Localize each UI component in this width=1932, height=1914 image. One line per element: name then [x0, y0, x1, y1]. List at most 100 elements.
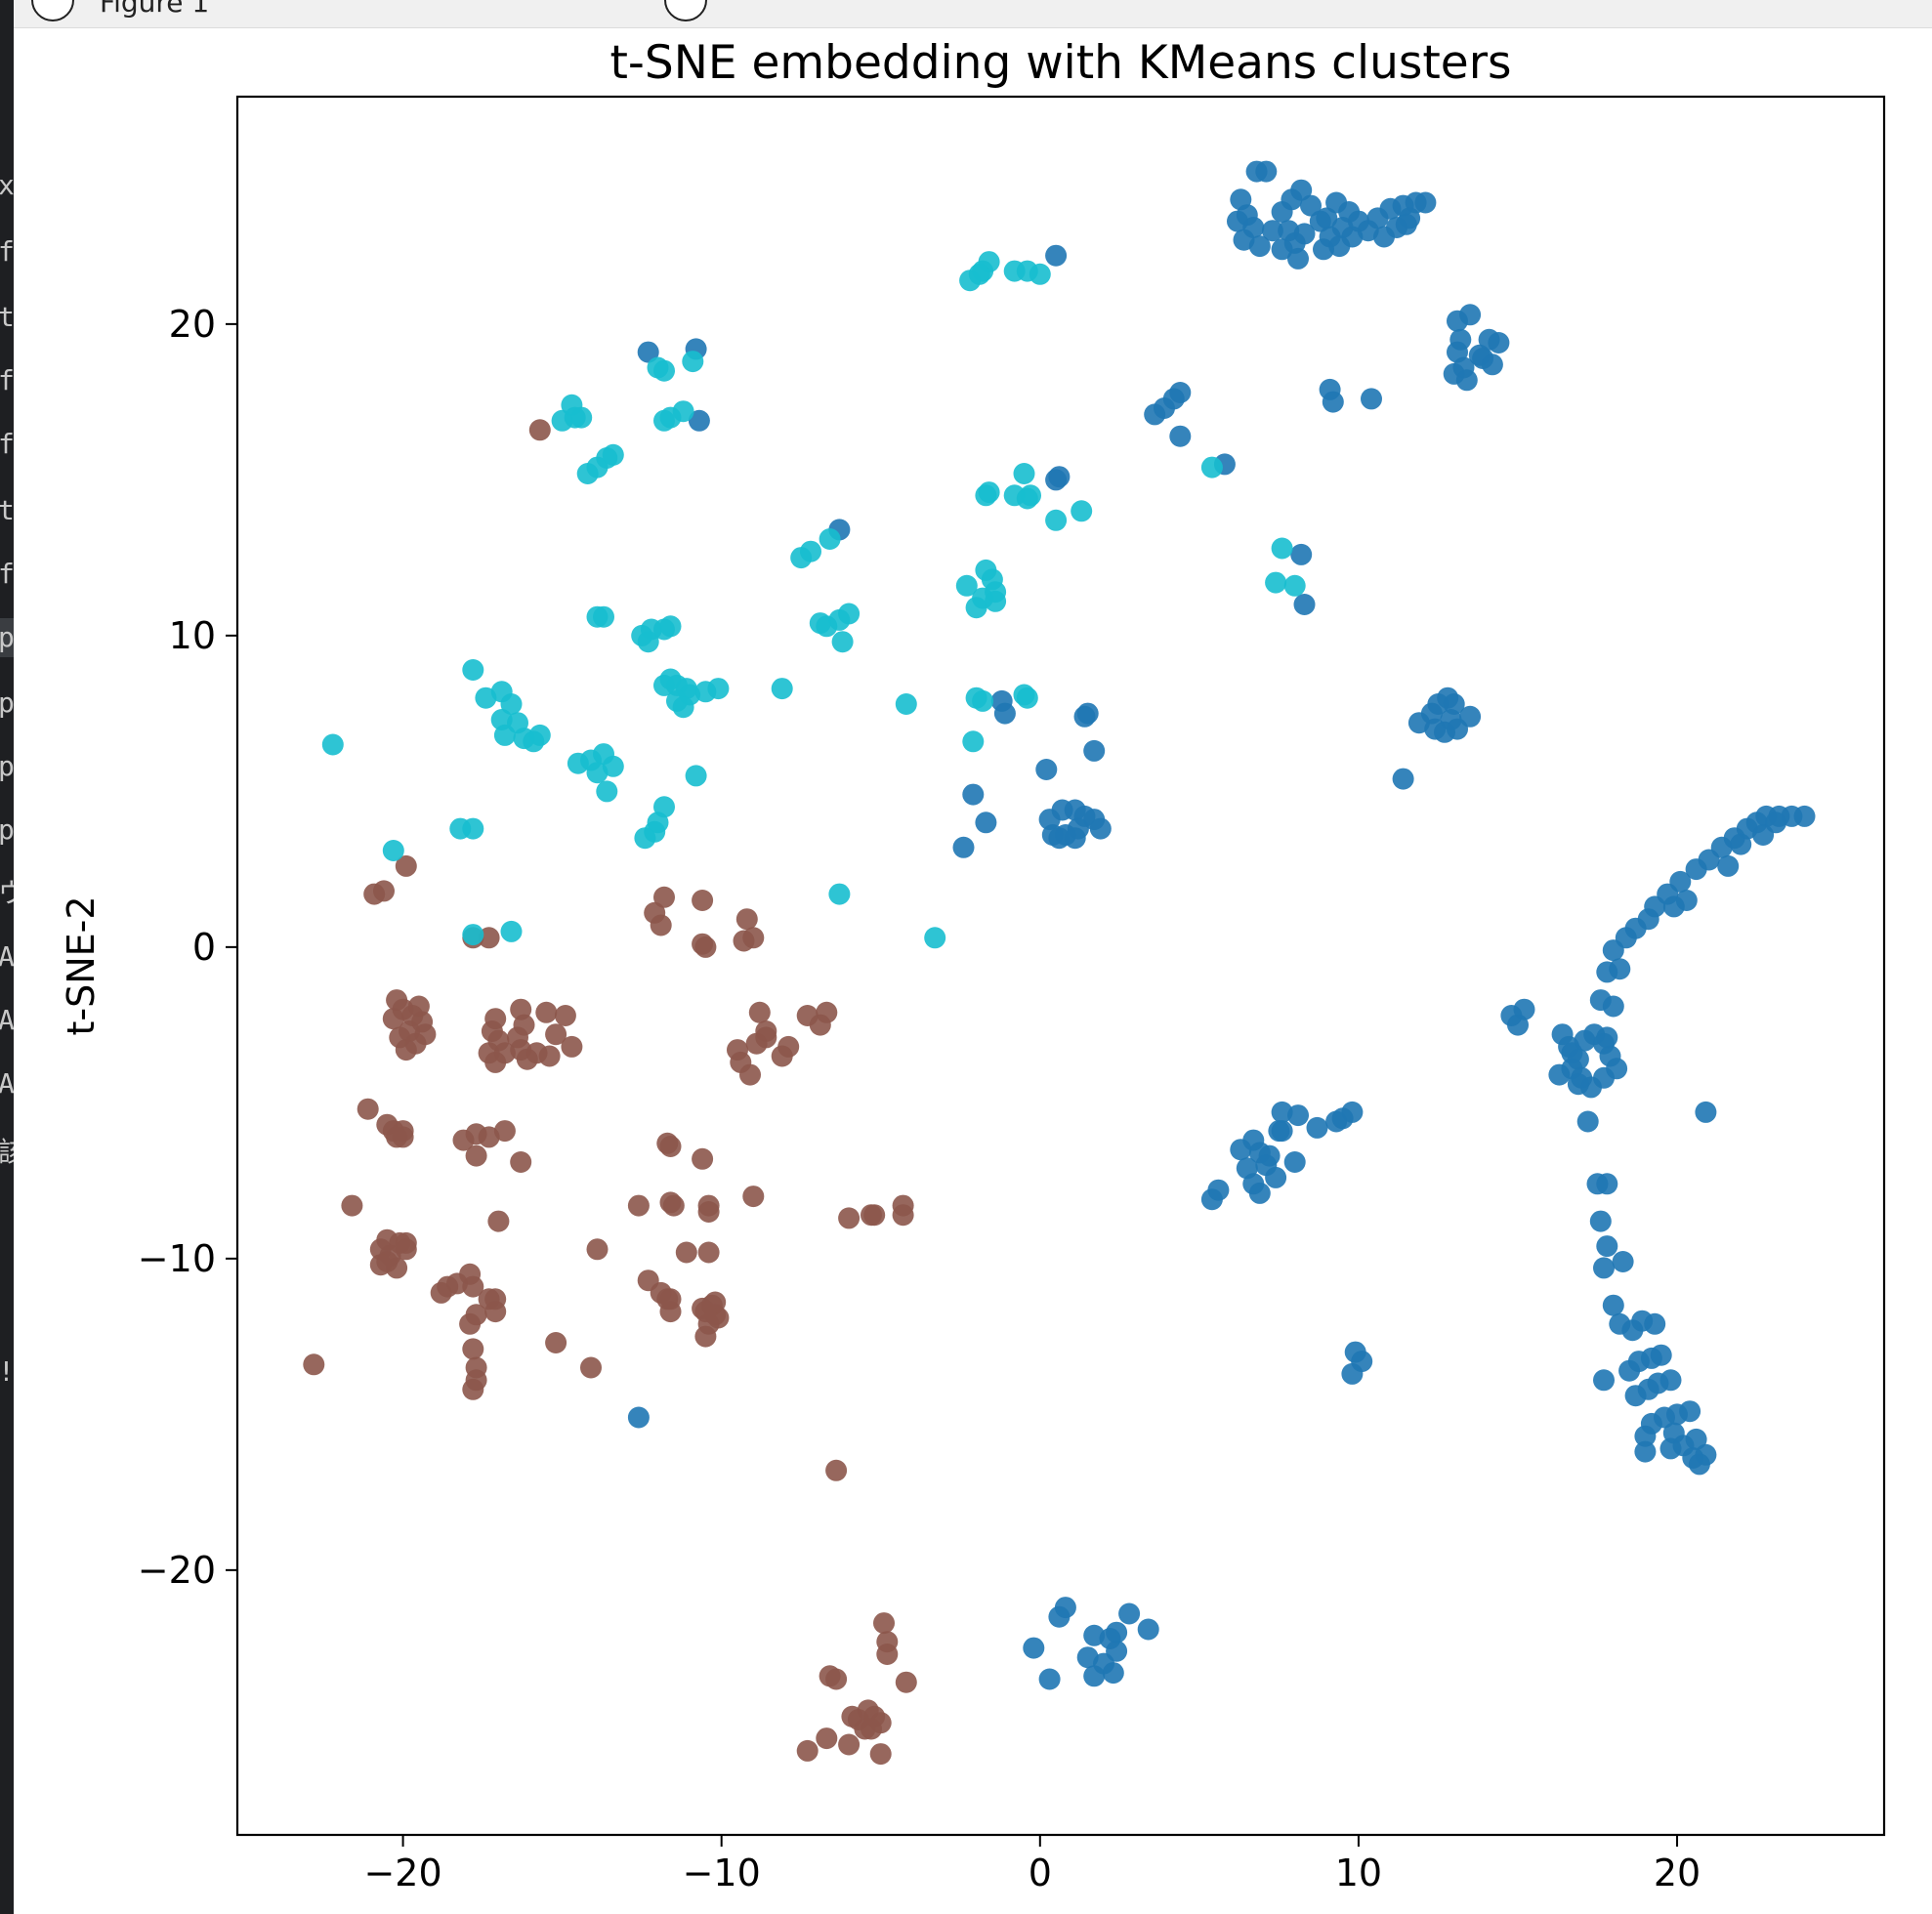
- editor-fragment: ウ: [0, 874, 14, 913]
- data-point: [1045, 244, 1068, 267]
- data-point: [694, 1325, 717, 1348]
- data-point: [1106, 1621, 1128, 1644]
- data-point: [694, 936, 717, 958]
- data-point: [462, 1378, 484, 1400]
- editor-fragment: !.: [0, 1352, 14, 1392]
- data-point: [1662, 1422, 1685, 1444]
- data-point: [1200, 456, 1223, 478]
- data-point: [659, 1136, 682, 1157]
- data-point: [1576, 1110, 1599, 1133]
- data-point: [1083, 739, 1106, 762]
- data-point: [1414, 191, 1437, 214]
- data-point: [392, 1120, 414, 1143]
- data-point: [682, 351, 704, 373]
- data-point: [1662, 895, 1685, 918]
- data-point: [1407, 712, 1430, 734]
- data-point: [627, 1406, 650, 1429]
- points-layer: [303, 160, 1816, 1766]
- chart-title: t-SNE embedding with KMeans clusters: [609, 36, 1511, 90]
- data-point: [975, 811, 997, 834]
- data-point: [1283, 1151, 1306, 1173]
- data-point: [321, 733, 344, 756]
- data-point: [1488, 332, 1510, 354]
- editor-fragment: A: [0, 1067, 14, 1100]
- data-point: [653, 359, 675, 382]
- data-point: [493, 1042, 516, 1064]
- data-point: [1316, 207, 1338, 229]
- data-point: [382, 1008, 404, 1030]
- data-point: [1609, 958, 1631, 980]
- data-point: [650, 914, 672, 936]
- x-tick-label: 0: [1029, 1852, 1052, 1894]
- data-point: [1265, 1166, 1287, 1188]
- data-point: [634, 827, 656, 850]
- data-point: [596, 780, 618, 803]
- data-point: [838, 1207, 861, 1229]
- data-point: [748, 1001, 771, 1023]
- editor-fragment: f: [0, 558, 14, 590]
- data-point: [924, 927, 946, 949]
- data-point: [1064, 827, 1086, 850]
- data-point: [1593, 1257, 1615, 1279]
- data-point: [1392, 768, 1414, 790]
- data-point: [1169, 425, 1192, 447]
- data-point: [407, 995, 430, 1018]
- data-point: [1169, 382, 1192, 403]
- data-point: [1083, 1624, 1106, 1646]
- x-tick-label: 20: [1654, 1852, 1701, 1894]
- data-point: [561, 1035, 583, 1058]
- data-point: [816, 1001, 838, 1023]
- data-point: [672, 400, 694, 423]
- editor-fragment: A: [0, 1004, 14, 1036]
- data-point: [1593, 1066, 1615, 1089]
- data-point: [838, 1733, 861, 1756]
- data-point: [1567, 1073, 1589, 1096]
- data-point: [962, 783, 985, 806]
- data-point: [828, 883, 851, 905]
- y-tick-label: −20: [138, 1549, 216, 1592]
- data-point: [968, 263, 990, 285]
- data-point: [1602, 939, 1624, 962]
- data-point: [1271, 238, 1293, 261]
- data-point: [1561, 1042, 1583, 1064]
- editor-fragment: A: [0, 940, 14, 973]
- data-point: [1083, 1665, 1106, 1687]
- data-point: [1016, 487, 1038, 510]
- data-point: [1455, 369, 1478, 392]
- editor-side-strip: xftxfftxfpypyppウAAA該!.: [0, 0, 14, 1914]
- data-point: [876, 1644, 899, 1665]
- data-point: [1507, 1014, 1529, 1036]
- data-point: [1248, 235, 1271, 258]
- figure-window-icon[interactable]: [31, 0, 74, 21]
- data-point: [819, 528, 841, 550]
- data-point: [1290, 179, 1313, 201]
- data-point: [707, 678, 730, 700]
- data-point: [1300, 194, 1322, 217]
- data-point: [414, 1023, 437, 1046]
- editor-fragment: f: [0, 235, 14, 268]
- data-point: [975, 484, 997, 507]
- data-point: [672, 696, 694, 719]
- data-point: [1459, 304, 1482, 326]
- data-point: [1596, 1235, 1618, 1258]
- data-point: [1118, 1602, 1141, 1625]
- data-point: [895, 1671, 917, 1693]
- figure-title-bar: Figure 1: [14, 0, 1932, 28]
- data-point: [755, 1026, 777, 1049]
- data-point: [303, 1353, 325, 1376]
- editor-fragment: tx: [0, 301, 14, 333]
- data-point: [1278, 220, 1300, 242]
- toolbar-circle-icon[interactable]: [664, 0, 707, 21]
- data-point: [1271, 537, 1293, 560]
- data-point: [659, 615, 682, 638]
- data-point: [395, 1039, 417, 1061]
- editor-fragment: f: [0, 364, 14, 396]
- data-point: [697, 1241, 720, 1264]
- data-point: [1045, 509, 1068, 531]
- data-point: [395, 854, 417, 877]
- data-point: [357, 1098, 379, 1120]
- data-point: [602, 443, 624, 466]
- data-point: [535, 1001, 558, 1023]
- data-point: [1596, 1026, 1618, 1049]
- data-point: [1265, 571, 1287, 594]
